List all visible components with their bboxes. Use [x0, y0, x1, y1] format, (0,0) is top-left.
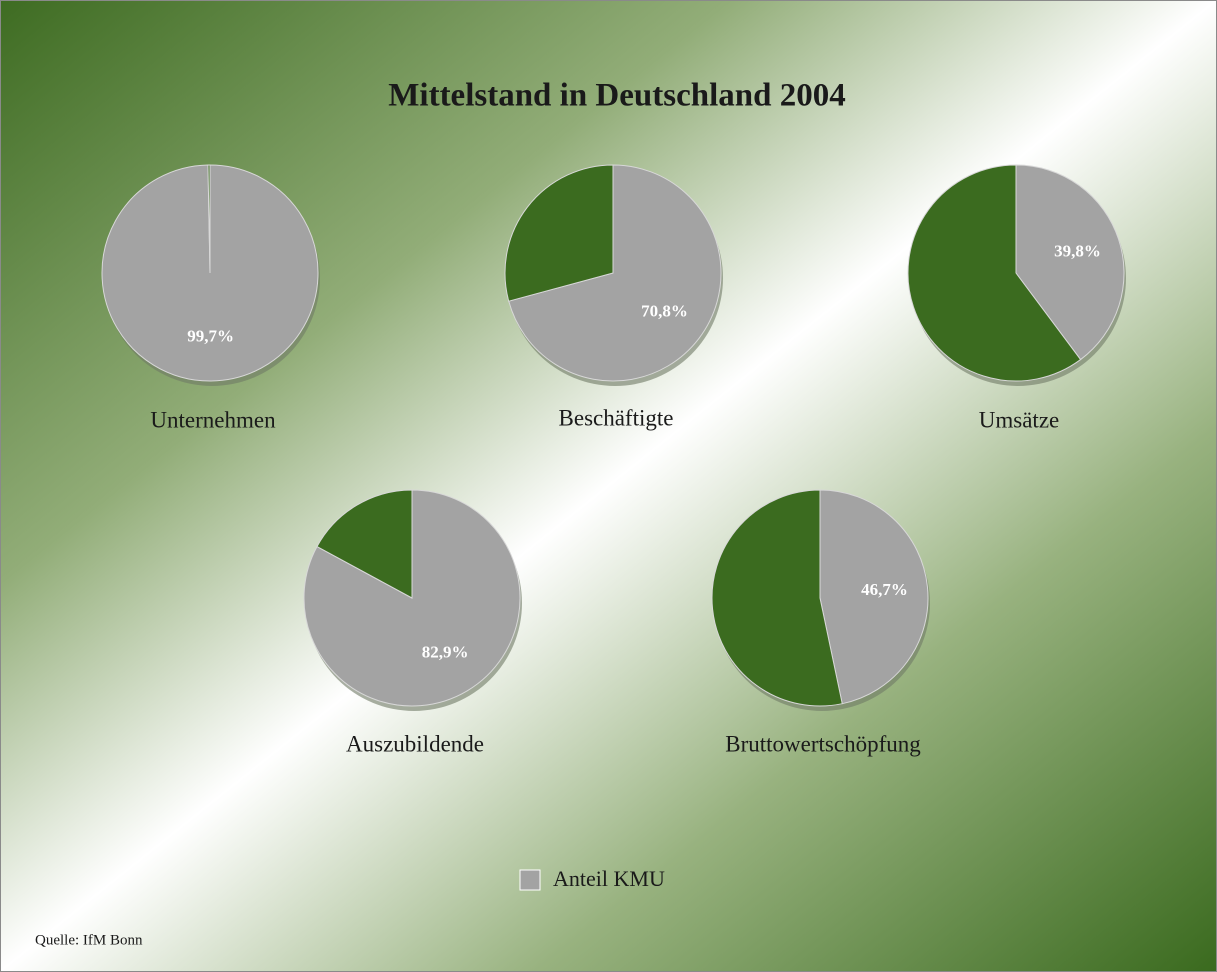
pie-title: Bruttowertschöpfung [725, 731, 921, 756]
pie-slice [1015, 164, 1125, 361]
pie-title: Umsätze [979, 407, 1059, 432]
chart-title: Mittelstand in Deutschland 2004 [388, 78, 845, 114]
pie-slice [711, 489, 843, 707]
pie-title: Beschäftigte [559, 405, 674, 430]
source: Quelle: IfM Bonn [35, 932, 143, 948]
pie-title: Auszubildende [346, 731, 484, 756]
legend-swatch [519, 869, 541, 891]
value-label: 82,9% [422, 643, 469, 662]
value-label: 46,7% [861, 580, 908, 599]
pie-slice [907, 164, 1082, 382]
legend-label: Anteil KMU [553, 866, 665, 891]
pie-title: Unternehmen [150, 407, 276, 432]
value-label: 99,7% [187, 327, 234, 346]
value-label: 39,8% [1054, 241, 1101, 260]
pie-slice [819, 489, 929, 705]
pie-slice [207, 164, 211, 274]
value-label: 70,8% [641, 301, 688, 320]
pie-slice [316, 489, 413, 599]
pie-slice [508, 164, 722, 382]
pie-slice [504, 164, 614, 302]
